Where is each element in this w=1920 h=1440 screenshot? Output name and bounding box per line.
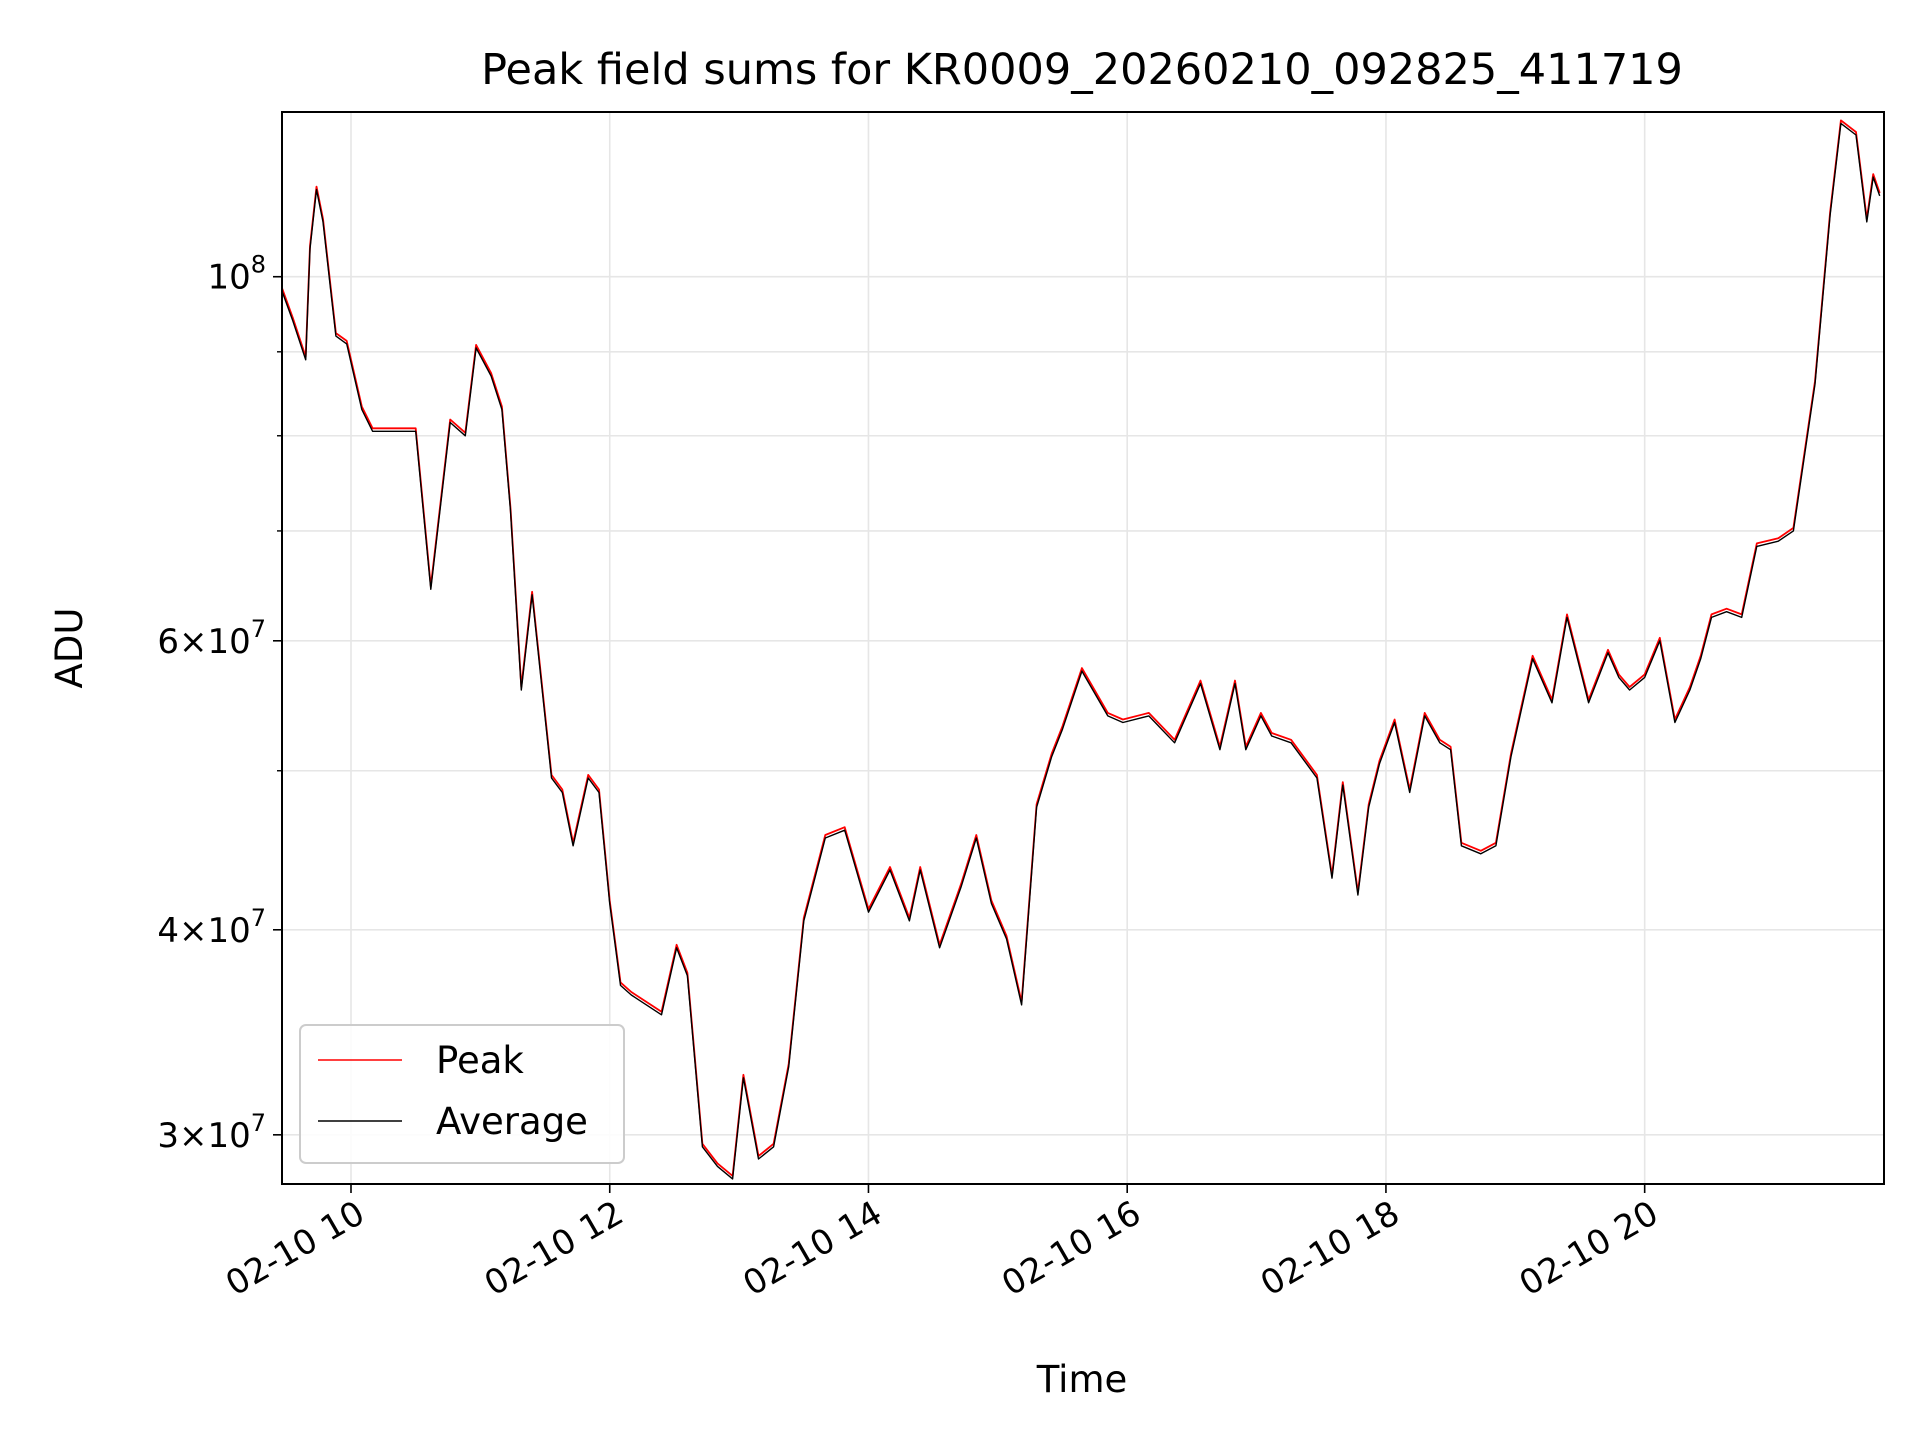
y-tick-label: 108: [207, 251, 266, 298]
x-tick-label: 02-10 10: [219, 1193, 371, 1304]
y-tick-label: 3×107: [157, 1109, 266, 1156]
x-tick-label: 02-10 16: [995, 1193, 1147, 1304]
series-lines: [281, 119, 1881, 1180]
legend: Peak Average: [299, 1024, 625, 1164]
legend-label-average: Average: [436, 1100, 588, 1143]
series-line-peak: [281, 119, 1881, 1177]
y-axis-label: ADU: [48, 608, 91, 689]
y-tick-label: 4×107: [157, 904, 266, 951]
legend-label-peak: Peak: [436, 1039, 524, 1082]
x-tick-label: 02-10 20: [1513, 1193, 1665, 1304]
y-tick-label: 6×107: [157, 615, 266, 662]
x-tick-label: 02-10 14: [737, 1193, 889, 1304]
grid: [282, 112, 1884, 1184]
x-tick-label: 02-10 18: [1254, 1193, 1406, 1304]
x-tick-label: 02-10 12: [478, 1193, 630, 1304]
chart-title: Peak field sums for KR0009_20260210_0928…: [481, 45, 1683, 95]
x-axis-label: Time: [1036, 1358, 1128, 1401]
plot-frame: [281, 111, 1885, 1185]
series-line-average: [281, 122, 1881, 1180]
